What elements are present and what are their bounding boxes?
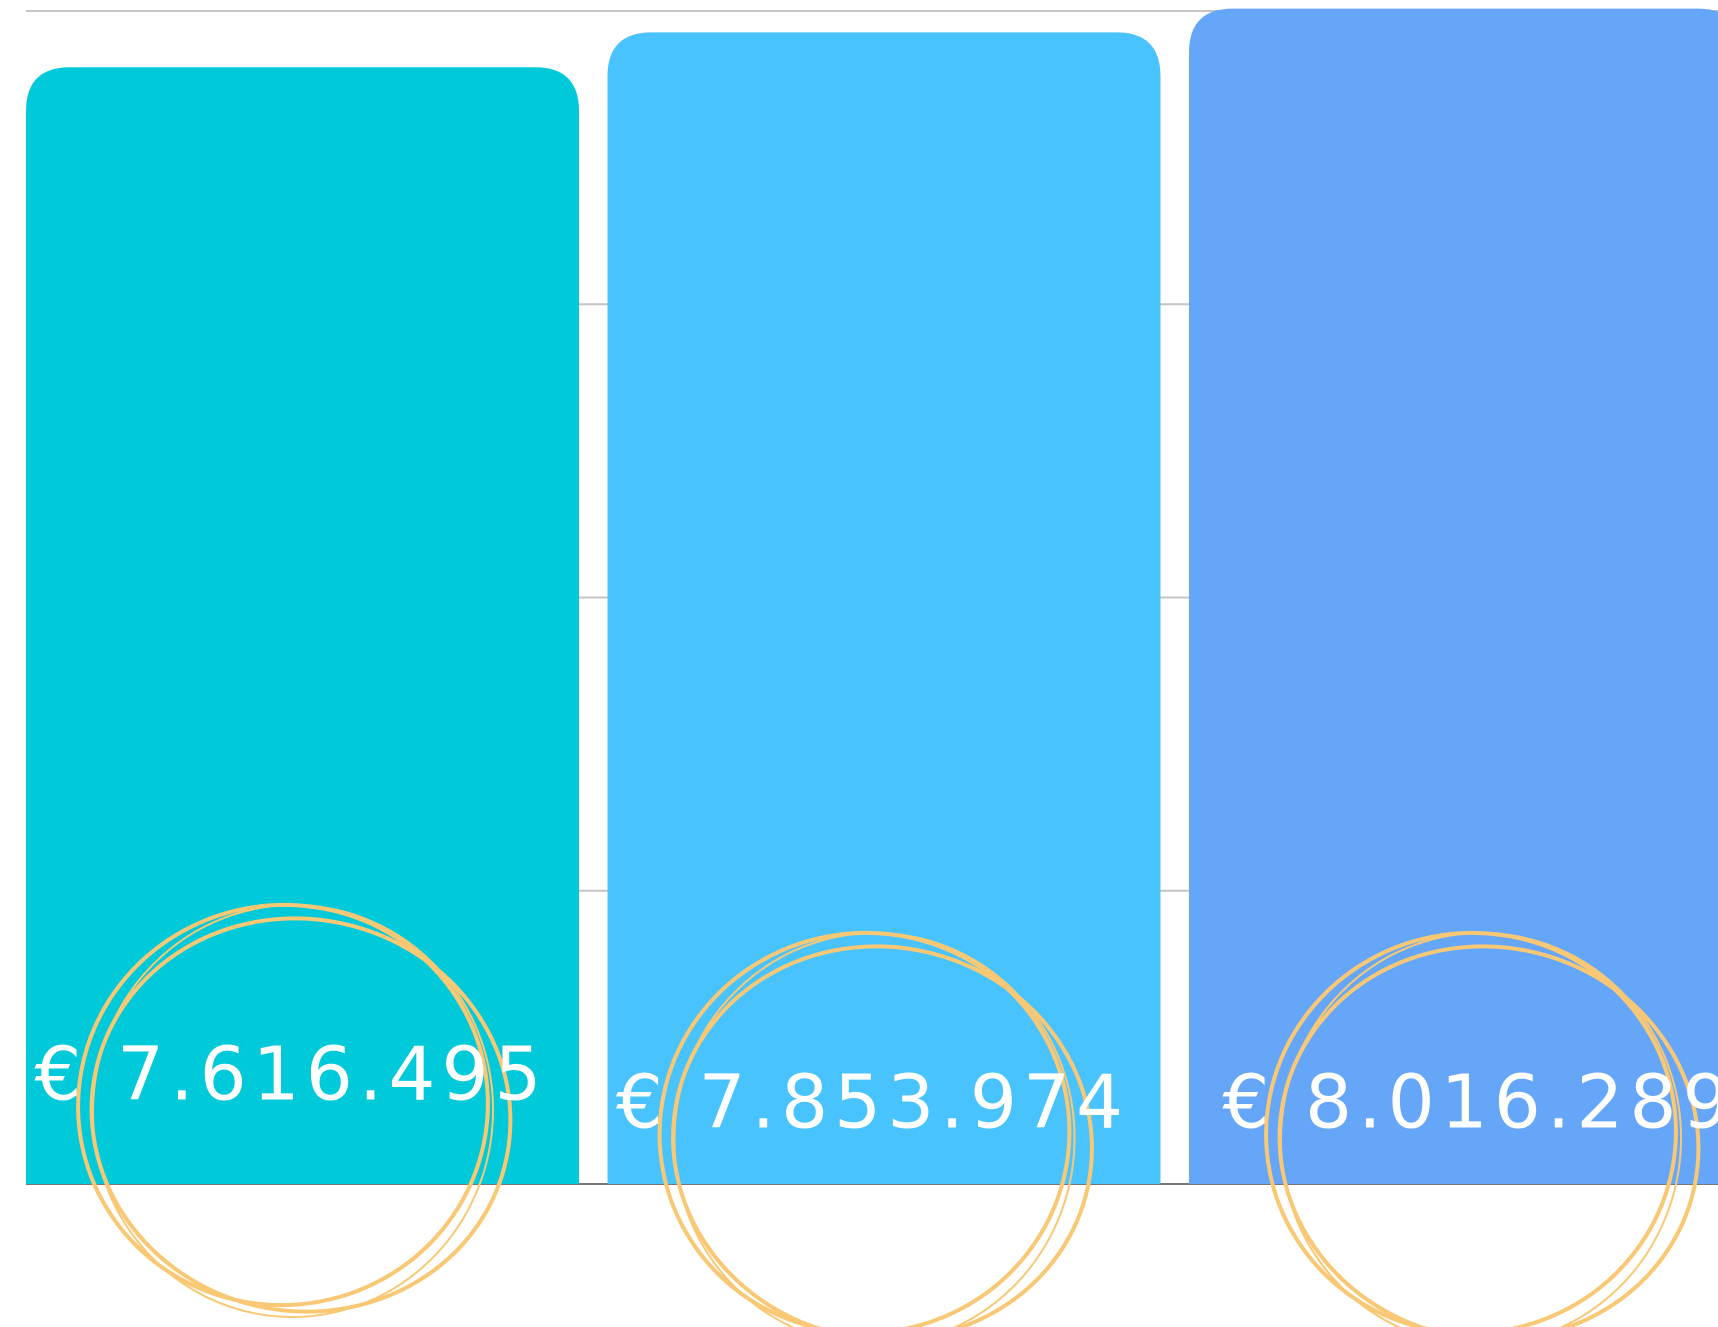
bar bbox=[26, 67, 579, 1184]
value-label: € 8.016.289 bbox=[1222, 1060, 1718, 1146]
page: {"chart_data": {"type": "bar", "categori… bbox=[0, 0, 1718, 1327]
value-label: € 7.853.974 bbox=[616, 1060, 1129, 1146]
chart: € 7.616.495 € 7.853.974 € 8.016.289 bbox=[0, 0, 1718, 1327]
value-label: € 7.616.495 bbox=[34, 1032, 547, 1118]
bar bbox=[608, 32, 1161, 1184]
bars bbox=[26, 9, 1718, 1184]
